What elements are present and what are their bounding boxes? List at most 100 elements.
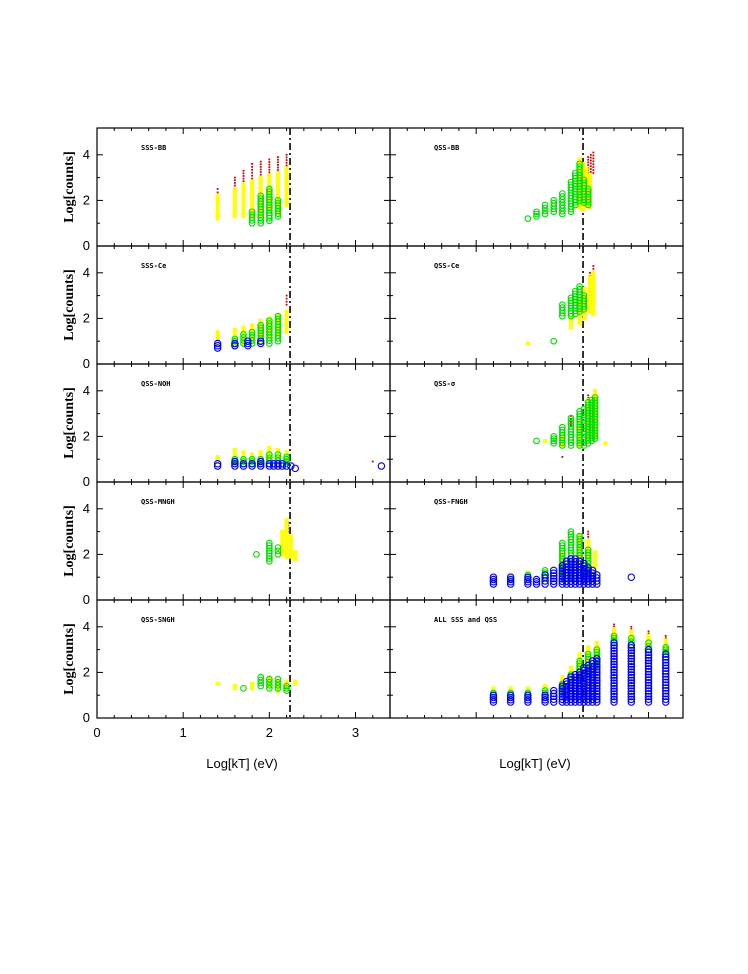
point [250,681,255,686]
point [232,330,237,335]
point [241,206,246,211]
point [582,294,587,299]
point [570,418,572,420]
point [568,322,573,327]
point [506,575,515,584]
x-tick-label: 3 [352,725,359,740]
point [280,535,285,540]
point [241,453,246,458]
point [587,394,590,397]
point [241,330,246,335]
point [284,532,289,537]
point [610,655,618,663]
point [581,196,586,201]
point [506,693,515,702]
point [275,332,280,337]
point [250,336,255,341]
point [647,632,650,635]
point [577,162,582,167]
point [232,448,237,453]
point [258,321,263,326]
point [241,450,246,455]
point [284,318,289,323]
point [587,296,592,301]
point [575,566,584,574]
point [613,623,615,626]
point [589,156,592,159]
point [587,161,590,164]
point [644,654,653,662]
point [284,309,289,314]
point [543,684,548,689]
point [541,691,549,699]
point [576,657,583,665]
point [662,661,670,670]
point [491,575,496,580]
point [593,660,601,668]
point [288,554,293,559]
point [215,457,220,462]
point [587,183,592,188]
point [231,335,239,343]
point [259,171,262,173]
point [577,191,582,196]
point [644,670,653,679]
point [577,205,582,210]
point [580,682,588,691]
point [610,695,618,704]
point [550,337,558,345]
y-tick-label: 2 [83,310,90,325]
point [250,208,255,213]
point [576,163,583,171]
point [215,205,220,210]
point [274,460,282,468]
point [577,662,582,667]
point [284,529,289,534]
point [284,321,289,326]
y-axis-title: Log[counts] [62,387,77,459]
point [584,546,592,554]
series-blue [489,555,636,588]
point [291,464,299,473]
series-green [533,394,599,449]
panel-label: QSS-SNGH [141,616,175,624]
point [612,627,617,632]
panel-label: QSS-FNGH [434,498,468,506]
point [491,686,496,691]
point [258,194,263,199]
point [242,175,245,177]
point [240,334,247,341]
point [258,183,263,188]
point [577,320,582,325]
point [284,172,289,177]
y-tick-label: 4 [83,147,90,162]
point [268,166,271,169]
point [644,698,653,706]
point [231,339,239,348]
point [586,546,591,551]
point [610,674,618,682]
point [267,198,272,203]
point [251,171,254,174]
point [266,185,273,193]
panels-layer: 0 2 4 SSS-BB Log[counts] QSS-BB 0 2 4 SSS-Ce Log[c… [62,127,684,740]
point [582,311,587,316]
point [662,684,670,692]
point [610,641,618,650]
point [259,173,262,176]
point [250,188,255,193]
point [251,174,254,177]
point [258,203,263,208]
point [250,183,255,188]
point [266,675,273,683]
point [232,189,237,194]
point [524,693,532,702]
point [559,539,566,547]
point [592,163,595,166]
point [259,165,262,168]
point [283,687,290,694]
point [560,434,565,439]
point [593,410,598,415]
